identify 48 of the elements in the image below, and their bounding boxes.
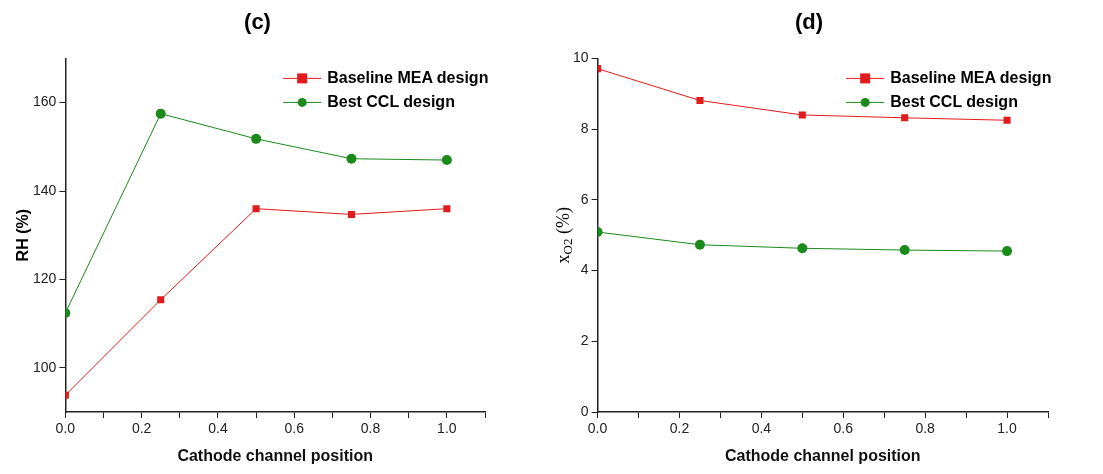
x-tick-label: 0.2: [669, 420, 690, 437]
point: [347, 210, 356, 218]
point: [443, 205, 451, 213]
point: [899, 245, 910, 256]
y-tick-label: 8: [580, 119, 589, 136]
point: [1002, 246, 1013, 257]
x-axis-title: Cathode channel position: [177, 446, 373, 464]
y-tick-label: 120: [33, 270, 57, 287]
y-axis-title: RH (%): [14, 208, 32, 262]
y-tick-label: 160: [33, 93, 57, 110]
y-tick-label: 140: [33, 181, 57, 198]
x-tick-label: 0.8: [915, 420, 936, 437]
x-tick-label: 0.4: [208, 420, 228, 437]
legend-label: Best CCL design: [890, 92, 1018, 110]
point: [798, 111, 806, 119]
point: [251, 133, 262, 144]
point: [1003, 116, 1011, 124]
chart-title: (d): [794, 9, 824, 35]
x-tick-label: 0.8: [360, 420, 381, 437]
point: [901, 114, 909, 122]
x-tick-label: 1.0: [997, 420, 1017, 437]
point: [797, 243, 808, 254]
x-tick-label: 0.0: [587, 420, 608, 437]
x-tick-label: 0.6: [284, 420, 305, 437]
x-axis-title: Cathode channel position: [725, 446, 921, 464]
point: [252, 205, 260, 213]
point: [346, 153, 357, 164]
y-tick-label: 10: [572, 49, 589, 66]
legend-label: Baseline MEA design: [327, 68, 489, 86]
y-tick-label: 2: [580, 332, 589, 349]
point: [441, 155, 452, 166]
point: [694, 239, 705, 250]
y-tick-label: 0: [580, 402, 589, 419]
legend-label: Best CCL design: [327, 92, 455, 110]
y-tick-label: 6: [580, 190, 589, 207]
point: [157, 296, 165, 304]
legend-label: Baseline MEA design: [890, 68, 1052, 86]
y-axis-title: xO2 (%): [552, 207, 576, 264]
x-tick-label: 0.0: [55, 420, 76, 437]
point: [155, 108, 166, 119]
x-tick-label: 1.0: [437, 420, 457, 437]
y-tick-label: 4: [580, 261, 589, 278]
y-tick-label: 100: [33, 358, 57, 375]
x-tick-label: 0.4: [751, 420, 772, 437]
chart-title: (c): [244, 9, 271, 35]
point: [696, 96, 704, 105]
x-tick-label: 0.2: [131, 420, 152, 437]
x-tick-label: 0.6: [833, 420, 854, 437]
